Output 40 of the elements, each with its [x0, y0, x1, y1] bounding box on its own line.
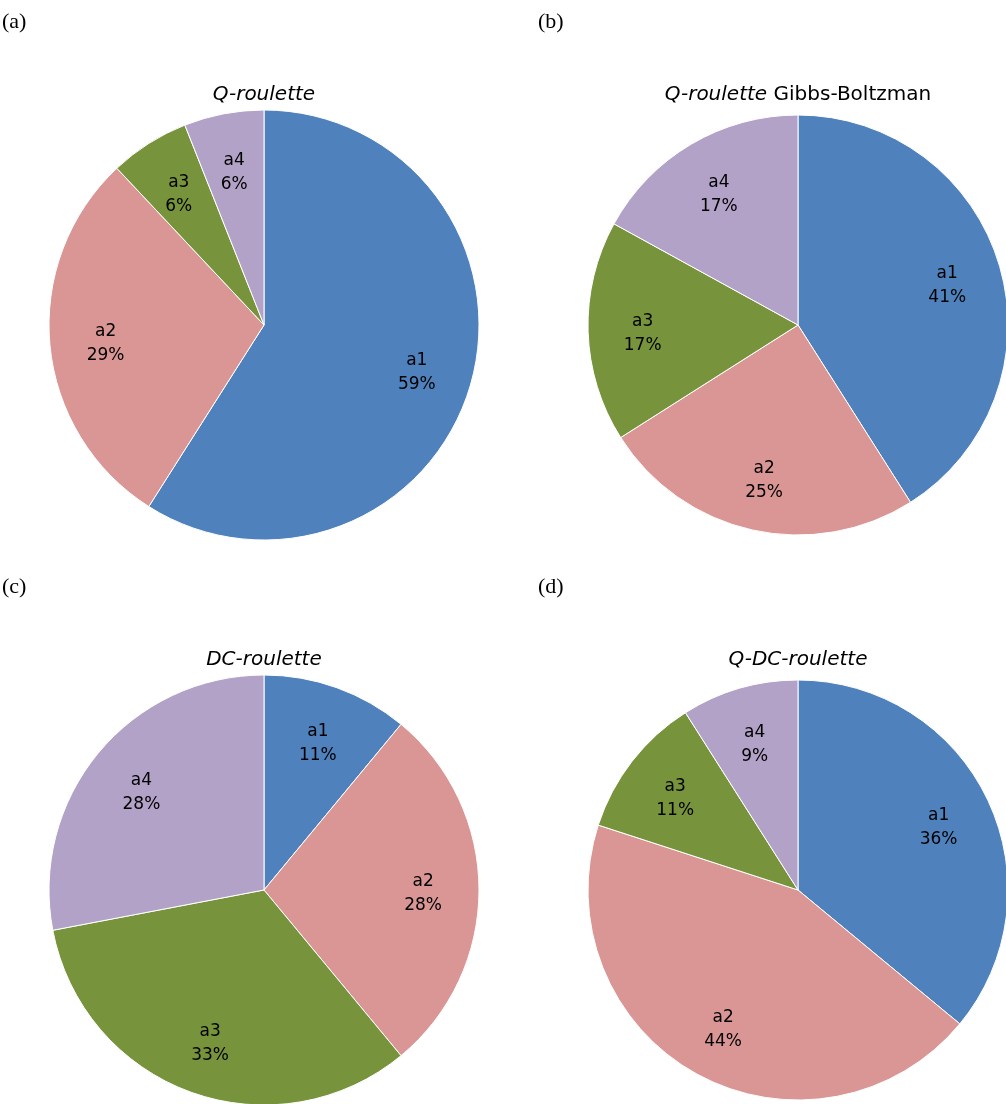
data-label: 36% — [919, 827, 958, 848]
slice-label: a2 — [712, 1006, 734, 1027]
slice-label: a1 — [307, 720, 329, 741]
data-label: 11% — [656, 798, 695, 819]
chart-title: DC-roulette — [206, 646, 322, 670]
data-label: 44% — [704, 1030, 743, 1051]
data-label: 11% — [298, 744, 337, 765]
data-label: 29% — [86, 343, 125, 364]
text: (d) — [538, 573, 564, 598]
slice-label: a3 — [199, 1019, 221, 1040]
text: (a) — [2, 8, 27, 33]
slice-label: a3 — [664, 774, 686, 795]
data-label: 6% — [165, 194, 193, 215]
slice-label: a4 — [223, 148, 245, 169]
chart-title: Q-DC-roulette — [728, 646, 868, 670]
slice-label: a4 — [744, 720, 766, 741]
data-label: 17% — [623, 333, 662, 354]
slice-label: a1 — [406, 349, 428, 370]
slice-label: a4 — [708, 171, 730, 192]
chart-title: Q-roulette — [212, 81, 316, 105]
slice-label: a4 — [130, 768, 153, 789]
slice-label: a3 — [632, 309, 654, 330]
slice-label: a2 — [94, 319, 117, 340]
data-label: 17% — [700, 195, 738, 216]
data-label: 9% — [741, 744, 769, 765]
data-label: 28% — [122, 792, 161, 813]
text: (c) — [2, 573, 27, 598]
slice-label: a3 — [168, 170, 190, 191]
data-label: 28% — [404, 894, 442, 914]
text: (b) — [538, 8, 564, 33]
slice-label: a2 — [753, 456, 775, 477]
data-label: 59% — [397, 373, 436, 394]
data-label: 41% — [928, 285, 967, 306]
slice-label: a2 — [412, 870, 434, 890]
data-label: 25% — [745, 480, 783, 501]
slice-label: a1 — [936, 261, 958, 282]
chart-title: Q-roulette Gibbs-Boltzman — [664, 81, 932, 105]
data-label: 6% — [220, 172, 248, 193]
slice-label: a1 — [927, 803, 950, 824]
data-label: 33% — [191, 1043, 230, 1064]
